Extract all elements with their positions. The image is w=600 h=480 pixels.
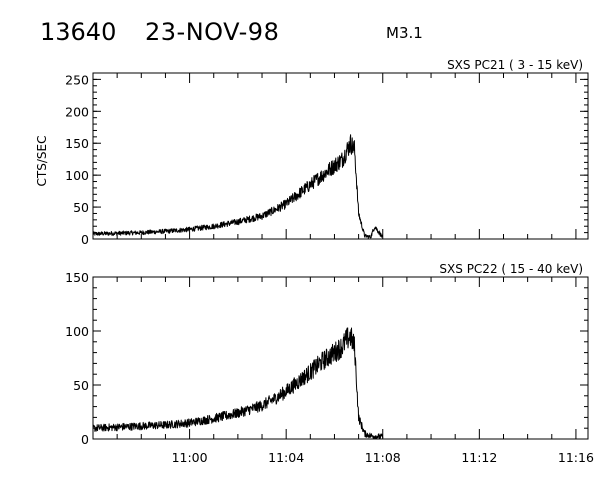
y-tick-label: 200 (65, 104, 89, 119)
data-series-line (92, 134, 384, 239)
data-series-line (92, 327, 384, 440)
x-tick-label: 11:08 (365, 450, 401, 465)
y-tick-label: 50 (73, 378, 89, 393)
y-tick-label: 100 (65, 324, 89, 339)
y-tick-label: 150 (65, 270, 89, 285)
panel-title: SXS PC22 ( 15 - 40 keV) (439, 262, 583, 276)
event-date: 23-NOV-98 (145, 18, 279, 46)
panel-pc21: SXS PC21 ( 3 - 15 keV) 0 50 100 150 200 250 CTS… (35, 58, 589, 247)
y-axis-label: CTS/SEC (35, 136, 49, 187)
flare-class: M3.1 (386, 24, 423, 42)
y-tick-label: 50 (73, 200, 89, 215)
y-tick-label: 100 (65, 168, 89, 183)
y-tick-label: 0 (81, 232, 89, 247)
event-id: 13640 (40, 18, 116, 46)
x-tick-label: 11:12 (461, 450, 497, 465)
x-tick-label: 11:00 (172, 450, 208, 465)
y-tick-label: 250 (65, 72, 89, 87)
panel-title: SXS PC21 ( 3 - 15 keV) (447, 58, 583, 72)
panel-pc22: SXS PC22 ( 15 - 40 keV) 0 50 100 150 11:00 11:… (65, 262, 594, 465)
plot-frame (92, 276, 589, 440)
y-tick-label: 150 (65, 136, 89, 151)
x-tick-label: 11:16 (558, 450, 594, 465)
y-tick-label: 0 (81, 432, 89, 447)
plot-frame (92, 72, 589, 240)
x-tick-label: 11:04 (268, 450, 304, 465)
